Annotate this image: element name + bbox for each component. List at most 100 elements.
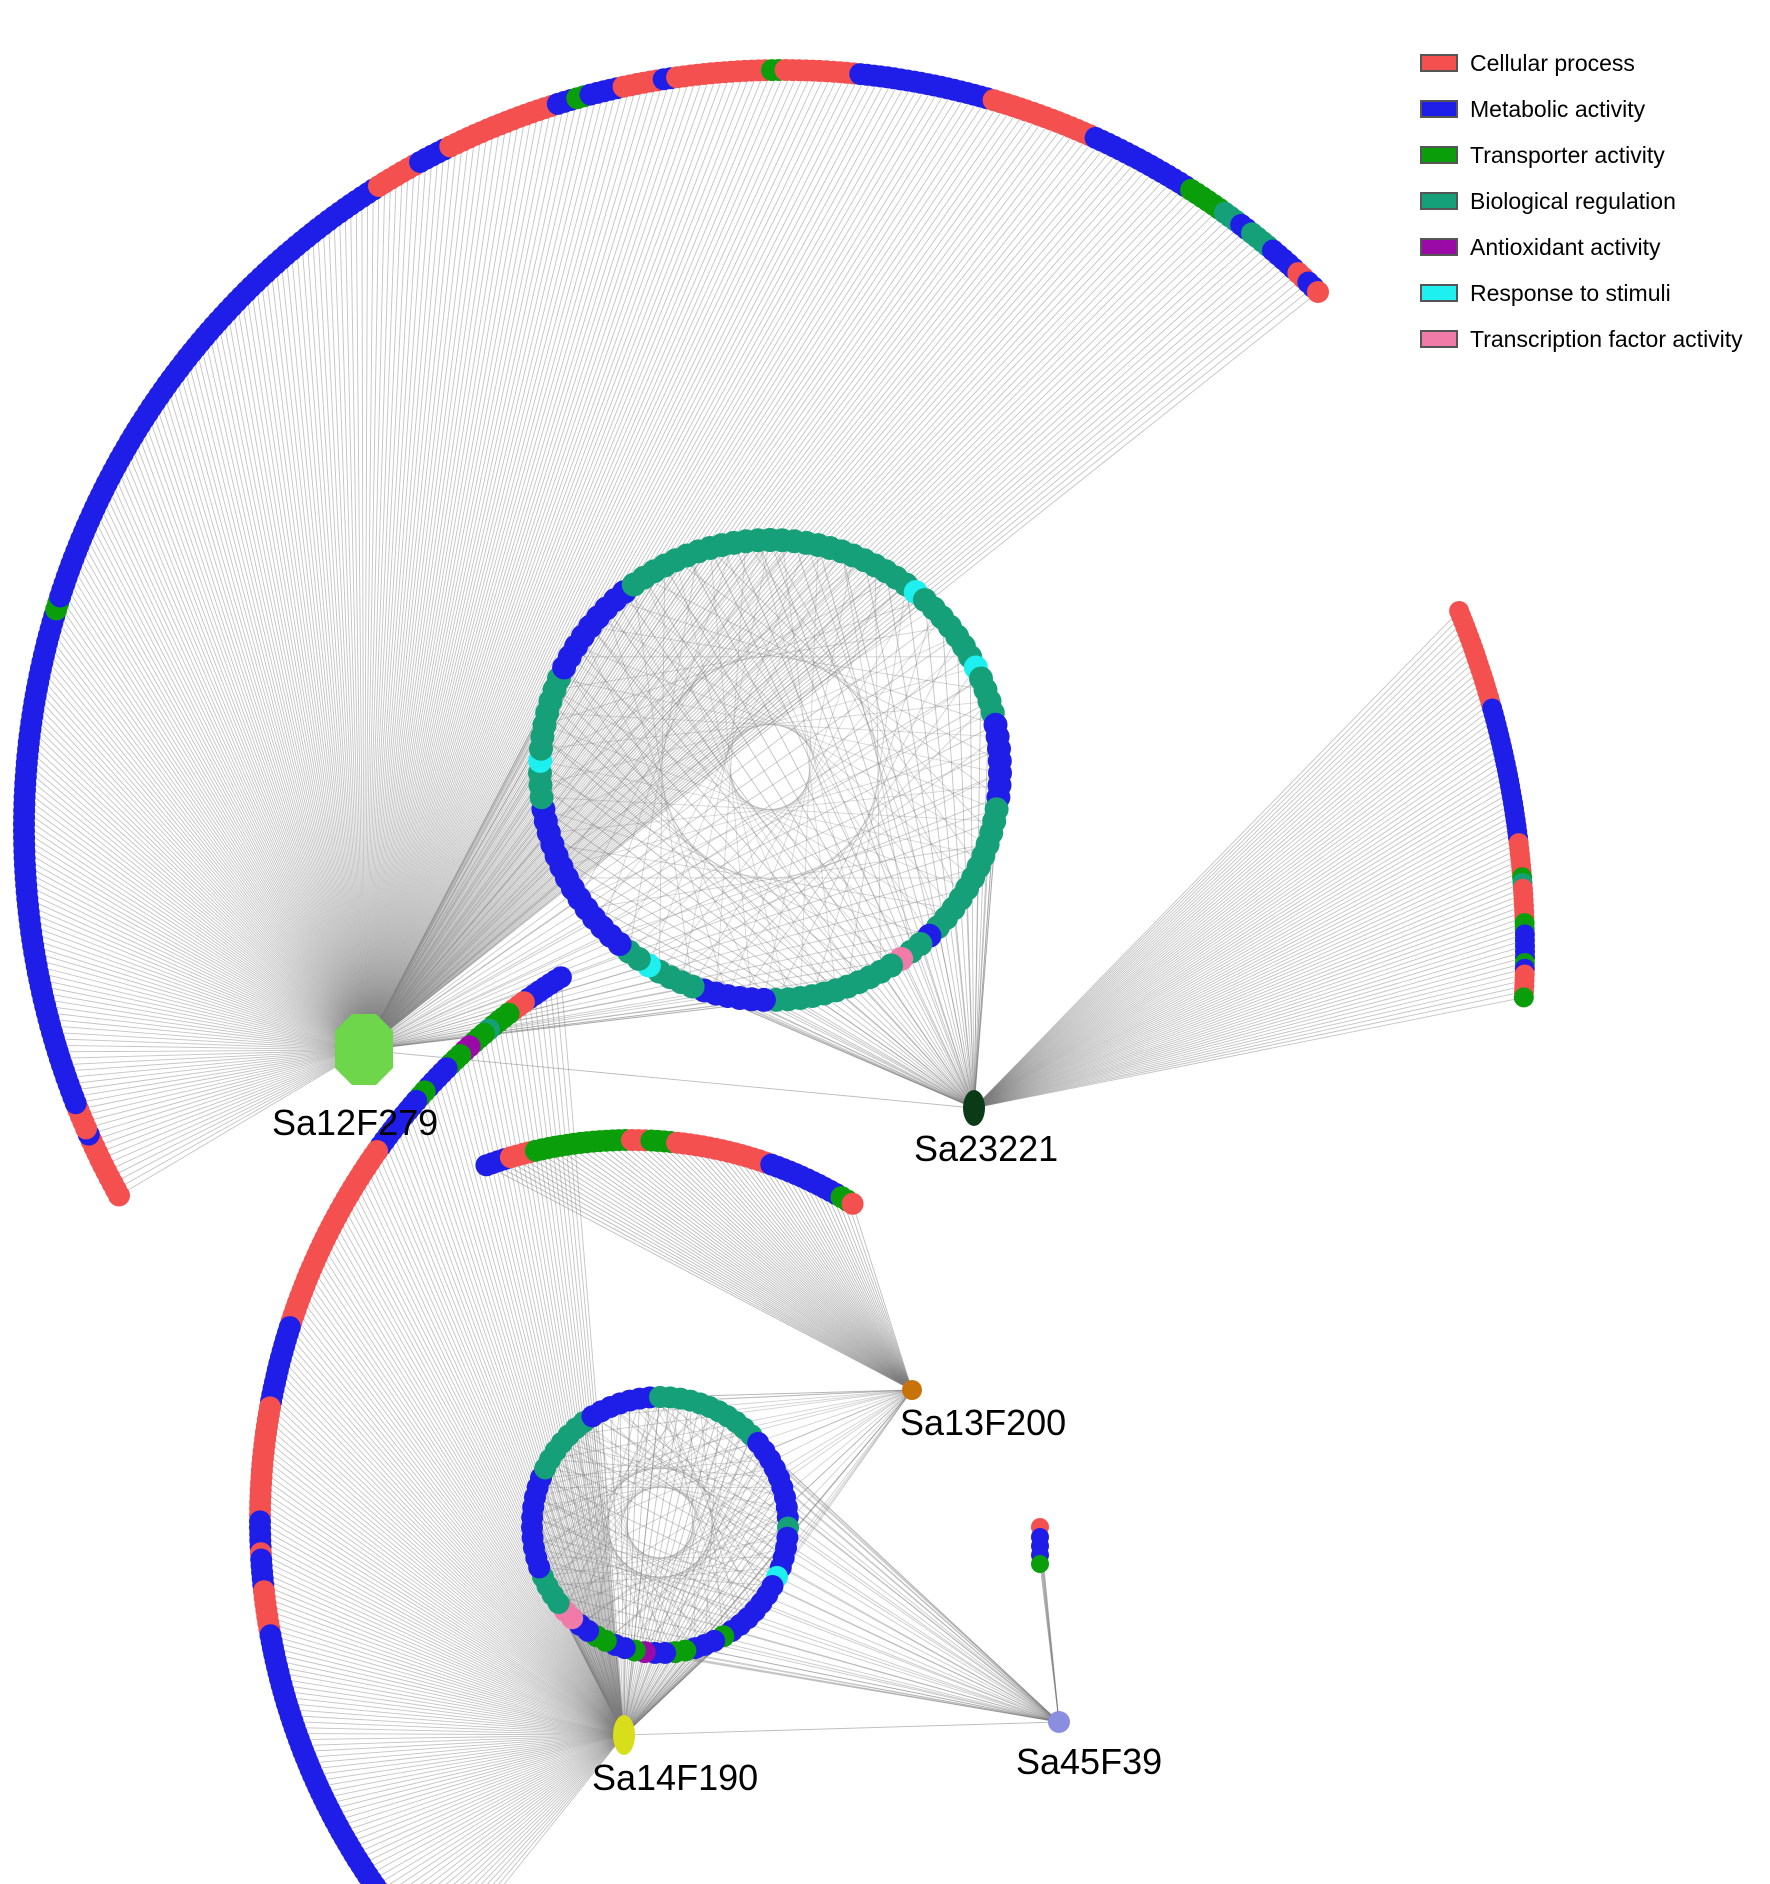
interaction-edge [605,608,729,997]
interaction-edge [42,992,365,1051]
legend-label: Antioxidant activity [1470,233,1661,260]
legend-swatch [1420,192,1458,210]
interaction-edge [579,712,993,900]
interaction-edge [542,1400,691,1578]
interaction-edge [363,171,1163,1051]
interaction-edge [255,282,365,1051]
interaction-edge [631,1139,913,1391]
interaction-edge [764,1162,913,1391]
interaction-edge [40,985,365,1051]
interaction-edge [686,555,930,937]
interaction-edge [350,204,365,1051]
interaction-edge [112,471,365,1051]
interaction-edge [73,1049,365,1098]
interaction-edge [363,101,565,1051]
interaction-edge [659,1396,756,1612]
interaction-edge [64,1049,365,1072]
interaction-edge [363,540,759,1051]
interaction-edge [55,1044,365,1051]
interaction-edge [699,1403,724,1637]
interaction-edge [579,1624,1060,1723]
interaction-edge [544,1468,696,1649]
interaction-edge [264,1597,625,1736]
legend-swatch [1420,238,1458,256]
interaction-edge [287,1332,625,1736]
interaction-edge [363,971,881,1051]
hub-label-sa45f39: Sa45F39 [1016,1741,1162,1782]
interaction-edge [260,1546,625,1736]
interaction-edge [344,1734,625,1839]
interaction-edge [329,1734,625,1811]
interaction-edge [88,1049,365,1136]
interaction-edge [363,678,982,1051]
interaction-edge [795,1173,913,1391]
interaction-edge [600,1410,773,1587]
interaction-edge [973,626,1466,1109]
interaction-edge [330,1226,625,1736]
interaction-edge [541,1148,913,1391]
interaction-edge [703,700,990,991]
interaction-edge [623,1487,783,1736]
interaction-edge [429,1734,625,1884]
interaction-edge [493,1025,625,1736]
interaction-edge [437,1734,625,1884]
legend: Cellular process Metabolic activity Tran… [1420,40,1765,362]
interaction-edge [324,1238,625,1736]
interaction-edge [727,1151,913,1391]
interaction-edge [182,362,365,1051]
interaction-edge [363,250,1274,1051]
interaction-edge [363,129,1078,1051]
interaction-edge [973,637,1470,1109]
interaction-edge [532,1415,728,1539]
interaction-edge [363,277,1304,1051]
interaction-edge [841,551,912,952]
interaction-edge [80,1049,365,1117]
interaction-edge [270,268,365,1051]
interaction-edge [363,99,572,1051]
interaction-edge [363,71,827,1051]
interaction-edge [24,850,365,1051]
interaction-edge [363,91,605,1051]
interaction-edge [361,197,365,1051]
interaction-edge [624,1468,776,1649]
interaction-edge [973,848,1520,1109]
interaction-edge [323,1734,625,1799]
interaction-edge [973,836,1519,1109]
interaction-edge [818,1184,913,1391]
interaction-edge [739,667,977,999]
interaction-edge [601,542,735,928]
interaction-edge [338,1734,625,1827]
interaction-edge [544,724,968,889]
interaction-edge [39,675,365,1051]
interaction-edge [629,1400,778,1578]
interaction-edge [769,539,975,1109]
interaction-edge [222,316,365,1051]
interaction-edge [973,866,979,1109]
interaction-edge [973,962,1526,1109]
interaction-edge [563,667,801,999]
interaction-edge [367,1734,625,1876]
interaction-edge [91,1049,365,1142]
interaction-edge [357,1734,625,1860]
interaction-edge [178,368,365,1051]
interaction-edge [973,808,1515,1109]
interaction-edge [339,212,365,1051]
interaction-edge [605,1140,913,1391]
interaction-edge [284,1696,625,1736]
interaction-edge [24,864,365,1051]
interaction-edge [733,542,975,1109]
interaction-edge [363,78,895,1051]
interaction-edge [363,997,740,1051]
interaction-edge [973,621,1464,1109]
interaction-edge [259,1527,625,1736]
interaction-edge [453,1734,625,1884]
interaction-edge [136,429,365,1051]
interaction-edge [363,96,585,1051]
interaction-edge [27,905,365,1051]
interaction-edge [363,216,1231,1051]
interaction-edge [510,1156,913,1391]
hub-node-sa23221 [963,1090,985,1126]
legend-label: Transcription factor activity [1470,325,1743,352]
interaction-edge [363,712,548,1051]
interaction-edge [654,1652,1060,1723]
